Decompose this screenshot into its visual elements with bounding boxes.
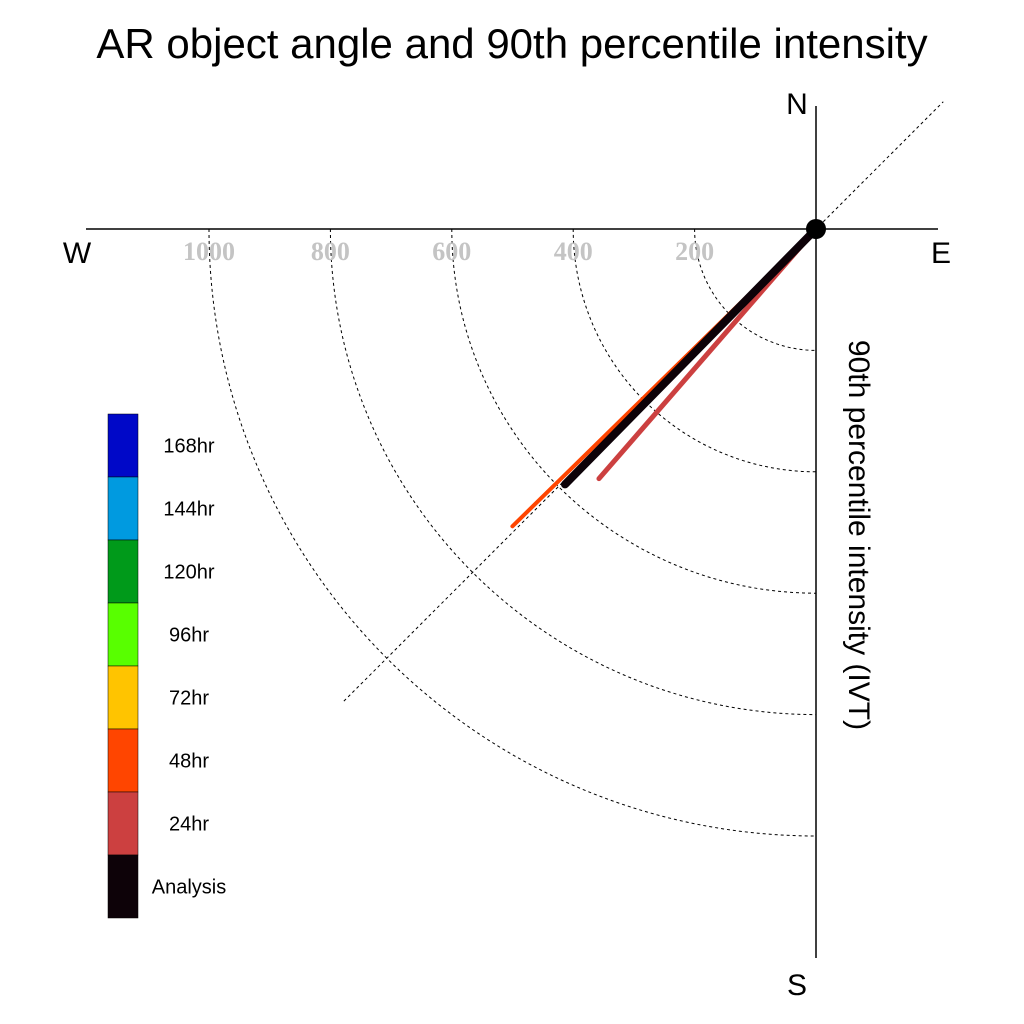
chart-title: AR object angle and 90th percentile inte… <box>96 20 927 67</box>
compass-axes <box>86 106 938 958</box>
polar-grid <box>208 101 944 837</box>
compass-south-label: S <box>787 969 807 1002</box>
legend-label-48hr: 48hr <box>169 751 209 773</box>
legend-label-72hr: 72hr <box>169 688 209 710</box>
compass-west-label: W <box>63 237 92 270</box>
y-axis-label: 90th percentile intensity (IVT) <box>842 340 875 730</box>
legend-swatch-120hr <box>107 539 139 604</box>
grid-arc-2 <box>451 228 817 594</box>
legend-label-analysis: Analysis <box>152 877 226 899</box>
radial-tick-label-2: 600 <box>432 237 471 266</box>
legend-swatch-168hr <box>107 413 139 478</box>
grid-arc-3 <box>329 228 817 716</box>
legend-label-96hr: 96hr <box>169 625 209 647</box>
radial-tick-label-0: 200 <box>675 237 714 266</box>
legend-label-24hr: 24hr <box>169 814 209 836</box>
legend-swatch-96hr <box>107 602 139 667</box>
radial-tick-label-3: 800 <box>311 237 350 266</box>
legend-swatch-72hr <box>107 665 139 730</box>
series-vector-analysis <box>560 225 820 489</box>
vector-series <box>510 225 820 529</box>
radial-tick-label-4: 1000 <box>183 237 235 266</box>
radial-tick-labels: 200 400 600 800 1000 <box>183 237 714 266</box>
legend-colorbar: 168hr 144hr 120hr 96hr 72hr 48hr 24hr Analysis <box>107 413 226 919</box>
legend-label-120hr: 120hr <box>163 562 214 584</box>
radial-tick-label-1: 400 <box>554 237 593 266</box>
grid-arc-0 <box>694 228 817 351</box>
compass-north-label: N <box>786 88 808 121</box>
origin-marker <box>806 219 826 239</box>
legend-swatch-analysis <box>107 854 139 919</box>
legend-label-168hr: 168hr <box>163 436 214 458</box>
legend-swatch-144hr <box>107 476 139 541</box>
legend-swatch-48hr <box>107 728 139 793</box>
legend-label-144hr: 144hr <box>163 499 214 521</box>
legend-swatch-24hr <box>107 791 139 856</box>
grid-arc-1 <box>572 228 817 473</box>
compass-east-label: E <box>931 237 951 270</box>
